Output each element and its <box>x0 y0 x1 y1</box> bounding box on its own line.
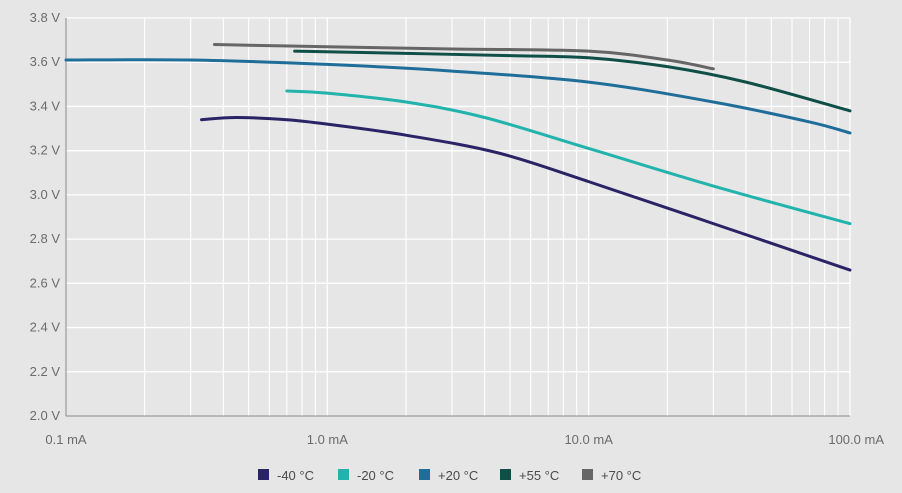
x-tick-label: 1.0 mA <box>307 432 349 447</box>
y-tick-label: 3.0 V <box>30 187 61 202</box>
y-tick-label: 2.6 V <box>30 275 61 290</box>
y-tick-label: 3.8 V <box>30 10 61 25</box>
legend-label: +20 °C <box>438 468 478 483</box>
legend-label: +70 °C <box>601 468 641 483</box>
x-tick-label: 100.0 mA <box>828 432 884 447</box>
series-line-4 <box>212 43 715 71</box>
legend-swatch <box>258 469 269 480</box>
y-tick-label: 2.8 V <box>30 231 61 246</box>
y-tick-label: 3.2 V <box>30 143 61 158</box>
legend-swatch <box>419 469 430 480</box>
y-tick-label: 3.6 V <box>30 54 61 69</box>
y-tick-label: 2.0 V <box>30 408 61 423</box>
series-line-0 <box>200 116 852 272</box>
axes: 2.0 V 2.2 V 2.4 V 2.6 V 2.8 V 3.0 V 3.2 V 3.4 V… <box>30 10 885 447</box>
y-tick-label: 2.4 V <box>30 320 61 335</box>
legend-label: -40 °C <box>277 468 314 483</box>
legend-swatch <box>500 469 511 480</box>
series-line-1 <box>285 89 852 226</box>
series-line-3 <box>293 49 852 113</box>
legend-label: +55 °C <box>519 468 559 483</box>
grid <box>66 17 851 416</box>
y-tick-label: 3.4 V <box>30 98 61 113</box>
plot-area <box>66 18 850 416</box>
series-line-2 <box>64 58 852 135</box>
legend-swatch <box>338 469 349 480</box>
y-tick-label: 2.2 V <box>30 364 61 379</box>
legend: -40 °C -20 °C +20 °C +55 °C +70 °C <box>258 468 641 483</box>
series-lines <box>64 43 852 272</box>
legend-swatch <box>582 469 593 480</box>
legend-label: -20 °C <box>357 468 394 483</box>
x-tick-label: 0.1 mA <box>45 432 87 447</box>
x-tick-label: 10.0 mA <box>564 432 613 447</box>
